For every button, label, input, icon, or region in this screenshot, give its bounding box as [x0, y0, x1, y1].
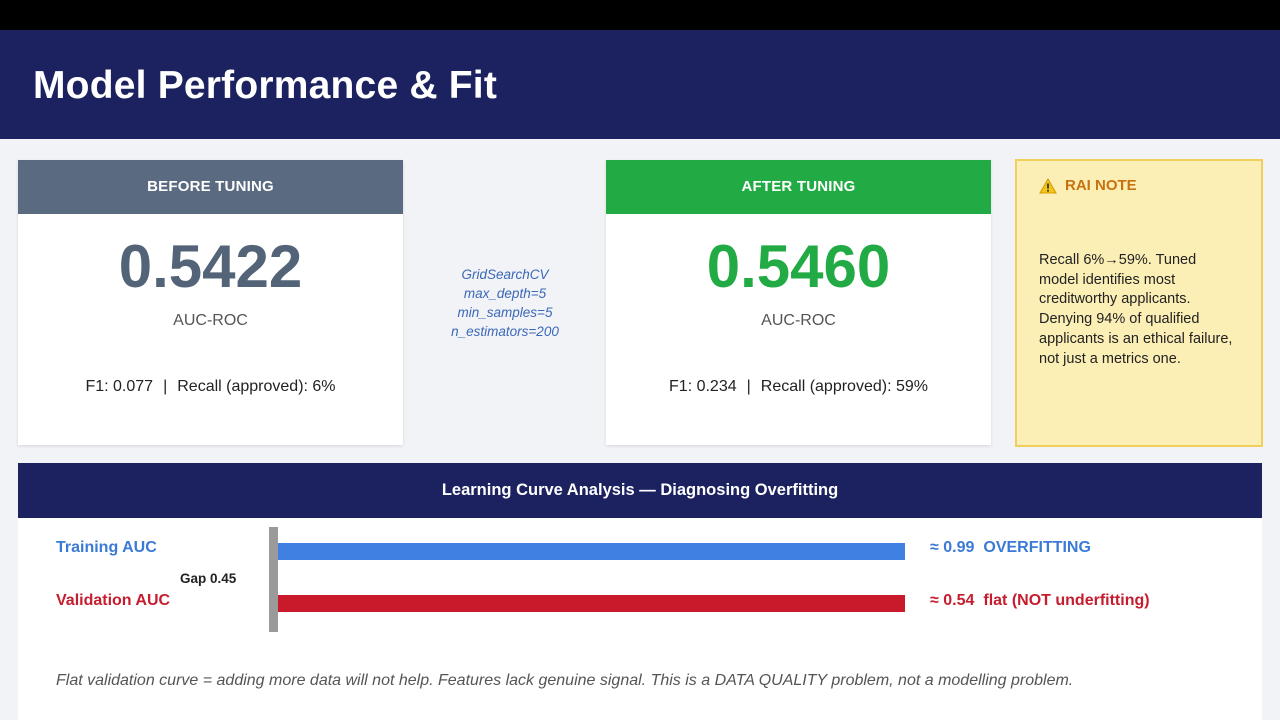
training-auc-value: ≈ 0.99 — [930, 539, 975, 556]
after-tuning-heading: AFTER TUNING — [606, 160, 991, 214]
tuning-params: GridSearchCV max_depth=5 min_samples=5 n… — [425, 265, 585, 341]
tuning-param-line: max_depth=5 — [463, 286, 547, 301]
learning-curve-title: Learning Curve Analysis — Diagnosing Ove… — [18, 463, 1262, 518]
page-title: Model Performance & Fit — [33, 64, 498, 107]
after-separator: | — [746, 378, 751, 395]
tuning-param-line: n_estimators=200 — [451, 324, 559, 339]
validation-auc-value: ≈ 0.54 — [930, 592, 975, 609]
learning-curve-panel: Learning Curve Analysis — Diagnosing Ove… — [18, 463, 1262, 720]
before-sub-metrics: F1: 0.077 | Recall (approved): 6% — [18, 378, 403, 396]
before-separator: | — [163, 378, 168, 395]
validation-auc-status: flat (NOT underfitting) — [983, 592, 1150, 609]
warning-icon — [1039, 177, 1057, 194]
before-metric-label: AUC-ROC — [173, 312, 248, 329]
before-tuning-card: BEFORE TUNING 0.5422 AUC-ROC F1: 0.077 | R… — [18, 160, 403, 445]
training-auc-readout: ≈ 0.99 OVERFITTING — [930, 539, 1091, 557]
tuning-param-line: GridSearchCV — [461, 267, 549, 282]
after-f1: F1: 0.234 — [669, 378, 737, 395]
validation-auc-label: Validation AUC — [56, 592, 171, 609]
tuning-param-line: min_samples=5 — [457, 305, 553, 320]
after-sub-metrics: F1: 0.234 | Recall (approved): 59% — [606, 378, 991, 396]
rai-note-header: RAI NOTE — [1039, 177, 1137, 194]
learning-curve-footnote: Flat validation curve = adding more data… — [56, 672, 1074, 689]
after-tuning-card: AFTER TUNING 0.5460 AUC-ROC F1: 0.234 | Re… — [606, 160, 991, 445]
training-auc-label: Training AUC — [56, 539, 157, 556]
before-auc-value: 0.5422 — [118, 233, 303, 300]
top-black-bar — [0, 0, 1280, 30]
slide-header: Model Performance & Fit — [0, 30, 1280, 139]
gap-label: Gap 0.45 — [180, 571, 237, 586]
before-tuning-heading: BEFORE TUNING — [18, 160, 403, 214]
after-auc-value: 0.5460 — [706, 233, 891, 300]
bar-axis — [269, 527, 278, 632]
training-auc-status: OVERFITTING — [983, 539, 1091, 556]
after-metric-label: AUC-ROC — [761, 312, 836, 329]
validation-auc-bar — [278, 595, 905, 612]
before-f1: F1: 0.077 — [85, 378, 154, 395]
rai-note-box: RAI NOTE Recall 6%→59%. Tuned model iden… — [1015, 159, 1263, 447]
rai-note-text: Recall 6%→59%. Tuned model identifies mo… — [1039, 252, 1233, 367]
training-auc-bar — [278, 543, 905, 560]
rai-note-heading: RAI NOTE — [1065, 177, 1137, 194]
after-recall: Recall (approved): 59% — [760, 378, 928, 395]
before-recall: Recall (approved): 6% — [177, 378, 336, 395]
validation-auc-readout: ≈ 0.54 flat (NOT underfitting) — [930, 592, 1150, 610]
